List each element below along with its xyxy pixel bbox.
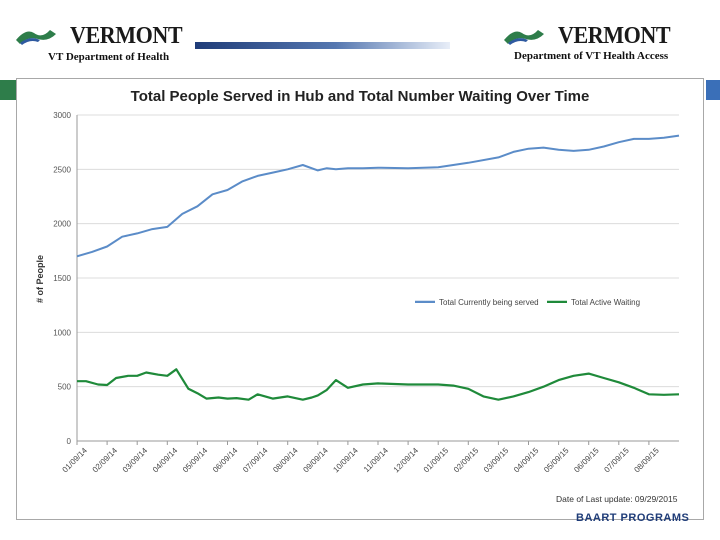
x-tick-label: 04/09/15 — [512, 446, 541, 475]
y-tick-label: 1500 — [53, 274, 71, 283]
x-tick-label: 05/09/15 — [542, 446, 571, 475]
slide-edge-accent-left — [0, 80, 16, 100]
x-tick-label: 01/09/15 — [422, 446, 451, 475]
x-tick-label: 11/09/14 — [362, 446, 390, 474]
chart-frame: Total People Served in Hub and Total Num… — [16, 78, 704, 520]
vt-department-of-health-label: VT Department of Health — [48, 51, 170, 63]
x-tick-label: 09/09/14 — [301, 446, 330, 475]
y-axis-label: # of People — [35, 255, 45, 303]
x-tick-label: 04/09/14 — [151, 446, 180, 475]
vermont-logo-right: VERMONT — [500, 22, 680, 48]
y-tick-label: 500 — [58, 383, 72, 392]
x-tick-label: 03/09/15 — [482, 446, 511, 475]
y-tick-label: 2000 — [53, 220, 71, 229]
last-update-annotation: Date of Last update: 09/29/2015 — [556, 494, 678, 504]
x-tick-label: 12/09/14 — [392, 446, 421, 475]
series-line-active-waiting — [77, 368, 680, 401]
legend-label: Total Currently being served — [439, 298, 539, 307]
dvha-label: Department of VT Health Access — [514, 50, 669, 62]
line-chart: Total People Served in Hub and Total Num… — [35, 88, 680, 504]
vermont-wordmark-right: VERMONT — [558, 23, 671, 49]
slide-edge-accent-right — [706, 80, 720, 100]
legend-label: Total Active Waiting — [571, 298, 640, 307]
x-tick-label: 08/09/15 — [632, 446, 661, 475]
x-tick-label: 01/09/14 — [61, 446, 90, 475]
baart-programs-label: BAART PROGRAMS — [576, 512, 690, 524]
series-line-currently-served — [76, 134, 680, 258]
y-tick-label: 2500 — [53, 165, 71, 174]
x-tick-label: 06/09/15 — [572, 446, 601, 475]
x-tick-label: 07/09/15 — [602, 446, 631, 475]
x-tick-label: 03/09/14 — [121, 446, 150, 475]
y-tick-label: 1000 — [53, 328, 71, 337]
x-tick-label: 02/09/15 — [452, 446, 481, 475]
vermont-mountain-icon — [504, 30, 544, 45]
x-tick-label: 08/09/14 — [271, 446, 300, 475]
header-accent-bar — [195, 42, 450, 49]
y-tick-label: 0 — [67, 437, 72, 446]
chart-title: Total People Served in Hub and Total Num… — [131, 88, 590, 105]
vermont-logo-left: VERMONT — [12, 22, 192, 48]
x-tick-label: 02/09/14 — [91, 446, 120, 475]
vermont-mountain-icon — [16, 30, 56, 45]
x-tick-label: 05/09/14 — [181, 446, 210, 475]
vermont-wordmark-left: VERMONT — [70, 23, 183, 49]
y-tick-label: 3000 — [53, 111, 71, 120]
x-tick-label: 06/09/14 — [211, 446, 240, 475]
x-tick-label: 10/09/14 — [331, 446, 360, 475]
x-tick-label: 07/09/14 — [241, 446, 270, 475]
